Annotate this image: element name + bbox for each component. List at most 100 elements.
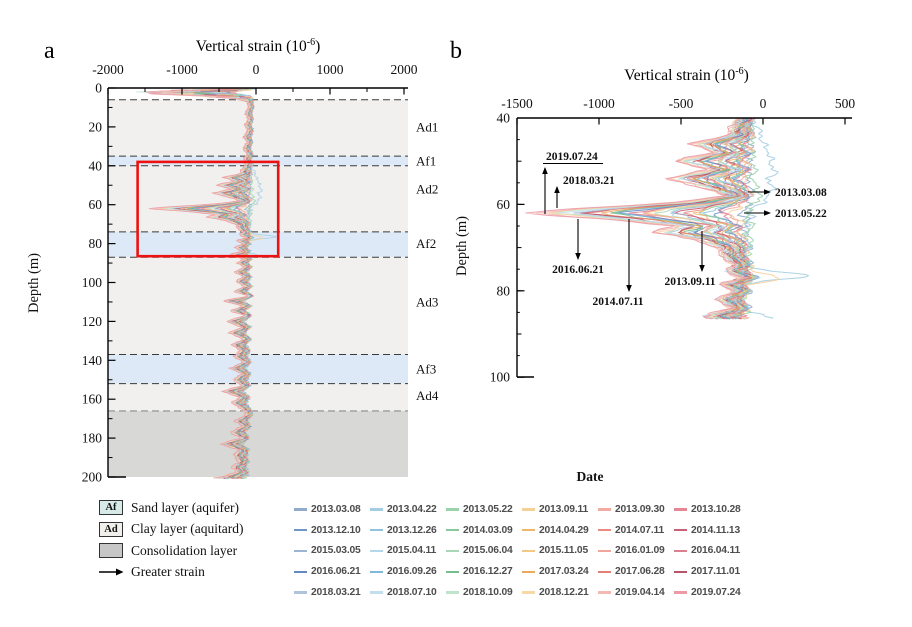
svg-text:-2000: -2000	[92, 62, 124, 77]
svg-text:100: 100	[82, 275, 103, 290]
date-label: 2016.09.26	[387, 566, 437, 578]
date-swatch-icon	[674, 549, 687, 553]
date-legend-item: 2019.04.14	[598, 582, 674, 603]
date-swatch-icon	[598, 508, 611, 511]
legend-row-greater-strain: Greater strain	[99, 562, 299, 584]
date-legend-item: 2016.06.21	[294, 561, 370, 582]
svg-text:40: 40	[89, 158, 103, 173]
date-swatch-icon	[522, 549, 535, 553]
date-swatch-icon	[294, 570, 307, 573]
date-label: 2013.10.28	[691, 503, 741, 515]
date-label: 2016.06.21	[311, 566, 361, 578]
date-legend-item: 2016.12.27	[446, 561, 522, 582]
date-label: 2016.04.11	[691, 545, 740, 557]
date-legend-item: 2014.11.13	[674, 520, 750, 541]
layer-legend: Af Sand layer (aquifer) Ad Clay layer (a…	[99, 497, 299, 583]
svg-text:500: 500	[835, 96, 856, 111]
date-label: 2017.06.28	[615, 566, 665, 578]
legend-row-aquifer: Af Sand layer (aquifer)	[99, 497, 299, 519]
date-swatch-icon	[522, 508, 535, 511]
svg-text:60: 60	[497, 197, 511, 212]
date-label: 2015.04.11	[387, 545, 436, 557]
date-swatch-icon	[598, 549, 611, 553]
panel-b-axes: -1500 -1000 -500 0 500 40 60 80 100 Depth (m)	[454, 96, 855, 385]
date-legend-item: 2014.04.29	[522, 520, 598, 541]
date-label: 2013.12.26	[387, 524, 437, 536]
date-legend-item: 2015.04.11	[370, 541, 446, 562]
date-swatch-icon	[370, 508, 383, 511]
annotation-date-label: 2013.09.11	[664, 276, 715, 288]
svg-text:180: 180	[82, 431, 103, 446]
panel-a-ylabel: Depth (m)	[26, 253, 42, 313]
annotation-date-label: 2019.07.24	[546, 151, 598, 163]
date-legend-item: 2015.11.05	[522, 541, 598, 562]
date-label: 2013.09.30	[615, 503, 665, 515]
svg-text:Ad3: Ad3	[416, 294, 438, 309]
date-legend-item: 2013.12.26	[370, 520, 446, 541]
date-legend-item: 2019.07.24	[674, 582, 750, 603]
svg-text:140: 140	[82, 353, 103, 368]
date-legend-item: 2017.11.01	[674, 561, 750, 582]
panel-a-layer-bands	[108, 99, 408, 477]
panel-b-strain-curves	[525, 117, 810, 320]
date-swatch-icon	[294, 508, 307, 511]
svg-text:60: 60	[89, 197, 103, 212]
greater-strain-arrow-icon	[99, 568, 124, 576]
aquitard-swatch-icon: Ad	[99, 521, 123, 537]
date-swatch-icon	[522, 529, 535, 532]
date-swatch-icon	[370, 549, 383, 553]
date-swatch-icon	[294, 591, 307, 594]
date-swatch-icon	[446, 549, 459, 553]
date-swatch-icon	[446, 570, 459, 573]
date-swatch-icon	[522, 570, 535, 573]
svg-text:40: 40	[497, 111, 511, 126]
panel-b-annotations: 2019.07.24 2018.03.21 2013.03.08 2013.05.22…	[542, 151, 827, 308]
panel-a-axes: -2000 -1000 0 1000 2000 0 20 40 60 80 100 120 140 160…	[26, 62, 418, 485]
svg-text:Ad1: Ad1	[416, 119, 438, 134]
date-label: 2017.11.01	[691, 566, 740, 578]
date-swatch-icon	[598, 570, 611, 573]
date-legend-item: 2013.03.08	[294, 499, 370, 520]
svg-text:Af2: Af2	[416, 236, 436, 251]
date-legend-item: 2017.06.28	[598, 561, 674, 582]
annotation-date-label: 2018.03.21	[563, 175, 615, 187]
panel-b-ylabel: Depth (m)	[454, 216, 470, 276]
date-legend-item: 2016.01.09	[598, 541, 674, 562]
date-swatch-icon	[294, 529, 307, 532]
date-label: 2013.04.22	[387, 503, 437, 515]
date-swatch-icon	[674, 591, 687, 594]
panel-a-strain-curves	[135, 87, 278, 479]
date-label: 2018.10.09	[463, 587, 513, 599]
svg-text:200: 200	[82, 470, 103, 485]
annotation-date-label: 2013.03.08	[775, 187, 827, 199]
svg-text:-1000: -1000	[166, 62, 198, 77]
svg-text:160: 160	[82, 392, 103, 407]
date-label: 2013.09.11	[539, 503, 588, 515]
panel-b-title: Vertical strain (10-6)	[624, 66, 749, 85]
svg-text:Af1: Af1	[416, 153, 436, 168]
aquifer-swatch-icon: Af	[99, 500, 123, 516]
date-label: 2018.12.21	[539, 587, 589, 599]
date-swatch-icon	[446, 529, 459, 532]
date-swatch-icon	[674, 570, 687, 573]
date-label: 2015.03.05	[311, 545, 361, 557]
date-label: 2013.03.08	[311, 503, 361, 515]
svg-text:2000: 2000	[391, 62, 418, 77]
date-label: 2015.11.05	[539, 545, 588, 557]
date-swatch-icon	[370, 591, 383, 594]
date-legend-item: 2013.05.22	[446, 499, 522, 520]
date-legend-item: 2013.04.22	[370, 499, 446, 520]
annotation-date-label: 2016.06.21	[552, 264, 604, 276]
date-swatch-icon	[294, 549, 307, 553]
panel-a-letter: a	[44, 38, 55, 64]
panel-a-title: Vertical strain (10-6)	[195, 37, 321, 56]
date-legend-item: 2018.12.21	[522, 582, 598, 603]
svg-text:-500: -500	[669, 96, 694, 111]
date-label: 2013.05.22	[463, 503, 513, 515]
consolidation-swatch-icon	[99, 543, 123, 559]
date-swatch-icon	[674, 529, 687, 532]
date-legend-item: 2013.10.28	[674, 499, 750, 520]
date-label: 2014.07.11	[615, 524, 664, 536]
highlight-box	[136, 160, 280, 258]
date-label: 2015.06.04	[463, 545, 513, 557]
